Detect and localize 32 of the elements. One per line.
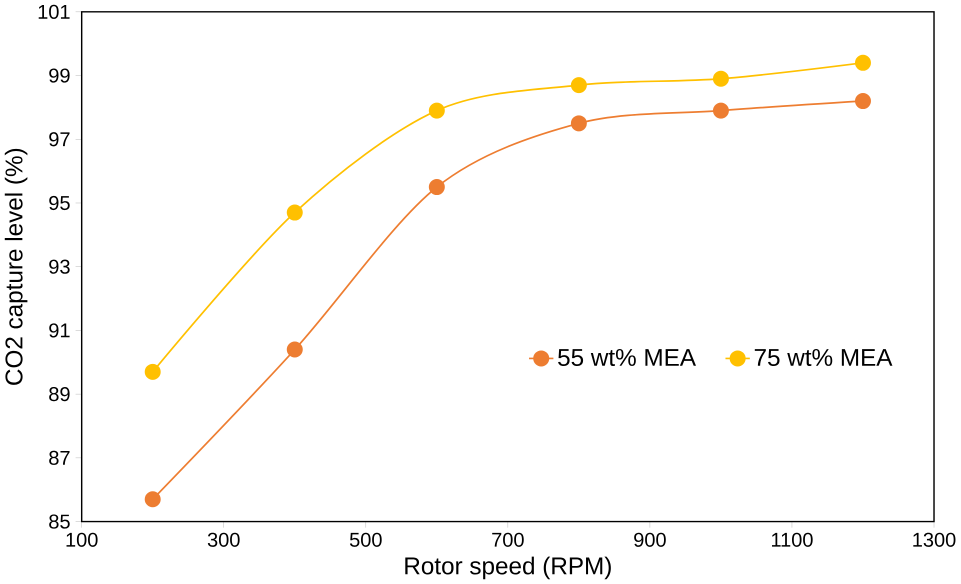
legend-label: 55 wt% MEA [558, 348, 696, 366]
legend-label: 75 wt% MEA [754, 348, 892, 366]
point [144, 491, 161, 508]
x-tick-label: 500 [350, 532, 382, 547]
point [854, 93, 871, 110]
x-tick-label: 700 [492, 532, 524, 547]
point [428, 102, 445, 119]
x-tick-label: 1100 [772, 532, 813, 547]
y-tick-label: 85 [49, 514, 70, 529]
y-tick-label: 97 [49, 132, 70, 146]
point [712, 70, 729, 87]
x-tick-label: 1300 [913, 532, 956, 547]
y-tick-label: 93 [49, 260, 70, 274]
point [286, 342, 303, 358]
y-tick-label: 99 [49, 68, 70, 83]
x-tick-label: 100 [66, 532, 98, 547]
y-tick-label: 87 [49, 450, 70, 465]
y-tick-label: 91 [49, 323, 70, 338]
x-axis-title: Rotor speed (RPM) [405, 556, 611, 580]
y-axis-title: CO2 capture level (%) [4, 148, 28, 385]
x-tick-label: 900 [634, 532, 666, 547]
point [712, 102, 729, 119]
point [286, 204, 303, 221]
y-tick-label: 101 [38, 4, 70, 19]
x-tick-label: 300 [208, 532, 240, 547]
y-tick-label: 95 [49, 196, 70, 210]
y-tick-label: 89 [49, 387, 70, 402]
point [570, 77, 587, 94]
point [570, 115, 587, 132]
point [854, 54, 871, 71]
point [144, 364, 161, 380]
point [428, 179, 445, 196]
